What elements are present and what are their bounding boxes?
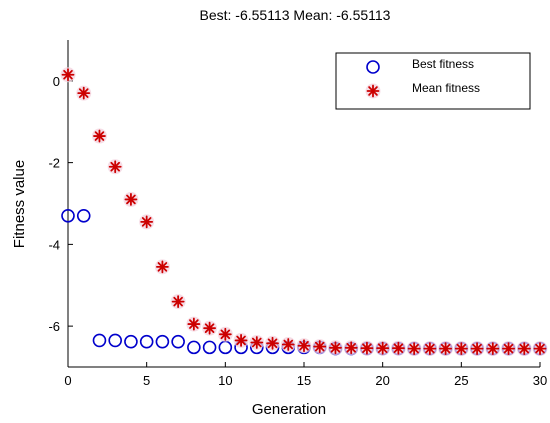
axis-ticks: 0 5 10 15 20 25 30 0 -2 -4 -6 bbox=[48, 74, 547, 388]
best-fitness-point bbox=[187, 340, 201, 355]
y-axis-title: Fitness value bbox=[11, 160, 28, 248]
mean-fitness-point bbox=[516, 341, 532, 357]
best-fitness-point bbox=[202, 340, 217, 355]
legend-mean-marker bbox=[365, 83, 381, 99]
mean-fitness-point bbox=[76, 85, 92, 101]
best-fitness-point bbox=[124, 334, 138, 349]
legend-best-marker bbox=[366, 60, 380, 74]
best-fitness-point bbox=[155, 334, 170, 349]
mean-fitness-point bbox=[249, 334, 265, 350]
best-fitness-point bbox=[108, 333, 122, 348]
mean-fitness-point bbox=[375, 340, 391, 356]
mean-fitness-point bbox=[422, 341, 438, 357]
mean-fitness-point bbox=[233, 332, 249, 348]
best-fitness-point bbox=[171, 334, 185, 349]
data-marks bbox=[60, 67, 548, 357]
mean-fitness-point bbox=[186, 316, 202, 332]
mean-fitness-point bbox=[312, 339, 328, 355]
legend-mean-star bbox=[365, 83, 381, 99]
x-tick-label: 15 bbox=[297, 373, 311, 388]
x-tick-label: 20 bbox=[375, 373, 389, 388]
mean-fitness-point bbox=[296, 338, 312, 354]
mean-fitness-point bbox=[60, 67, 76, 83]
chart-title: Best: -6.55113 Mean: -6.55113 bbox=[200, 7, 391, 23]
best-fitness-point bbox=[61, 208, 75, 223]
y-tick-label: -4 bbox=[48, 237, 60, 252]
y-tick-label: 0 bbox=[53, 74, 60, 89]
legend: Best fitness Mean fitness bbox=[335, 52, 531, 110]
mean-fitness-point bbox=[406, 341, 422, 357]
x-axis-title: Generation bbox=[252, 401, 326, 418]
best-fitness-point bbox=[92, 333, 107, 348]
mean-fitness-point bbox=[485, 341, 501, 357]
y-tick-label: -6 bbox=[48, 319, 60, 334]
mean-fitness-point bbox=[139, 214, 155, 230]
mean-fitness-point bbox=[469, 341, 485, 357]
x-tick-label: 5 bbox=[143, 373, 150, 388]
mean-fitness-point bbox=[280, 337, 296, 353]
mean-fitness-point bbox=[107, 159, 123, 175]
mean-fitness-point bbox=[343, 340, 359, 356]
best-fitness-point bbox=[139, 334, 154, 349]
y-tick-label: -2 bbox=[48, 156, 60, 171]
best-fitness-point bbox=[218, 340, 233, 355]
mean-fitness-point bbox=[202, 320, 218, 336]
mean-fitness-point bbox=[359, 340, 375, 356]
mean-fitness-point bbox=[170, 294, 186, 310]
x-tick-label: 10 bbox=[218, 373, 232, 388]
x-tick-label: 0 bbox=[64, 373, 71, 388]
mean-fitness-point bbox=[390, 340, 406, 356]
legend-best-label: Best fitness bbox=[412, 57, 474, 71]
mean-fitness-point bbox=[438, 341, 454, 357]
mean-fitness-point bbox=[453, 341, 469, 357]
mean-fitness-point bbox=[532, 341, 548, 357]
legend-mean-label: Mean fitness bbox=[412, 81, 480, 95]
mean-fitness-point bbox=[327, 340, 343, 356]
mean-fitness-point bbox=[123, 191, 139, 207]
mean-fitness-point bbox=[217, 326, 233, 342]
x-tick-label: 30 bbox=[533, 373, 547, 388]
mean-fitness-point bbox=[154, 259, 170, 275]
mean-fitness-point bbox=[265, 335, 281, 351]
best-fitness-point bbox=[76, 208, 91, 223]
mean-fitness-point bbox=[91, 128, 107, 144]
x-tick-label: 25 bbox=[454, 373, 468, 388]
mean-fitness-point bbox=[501, 341, 517, 357]
